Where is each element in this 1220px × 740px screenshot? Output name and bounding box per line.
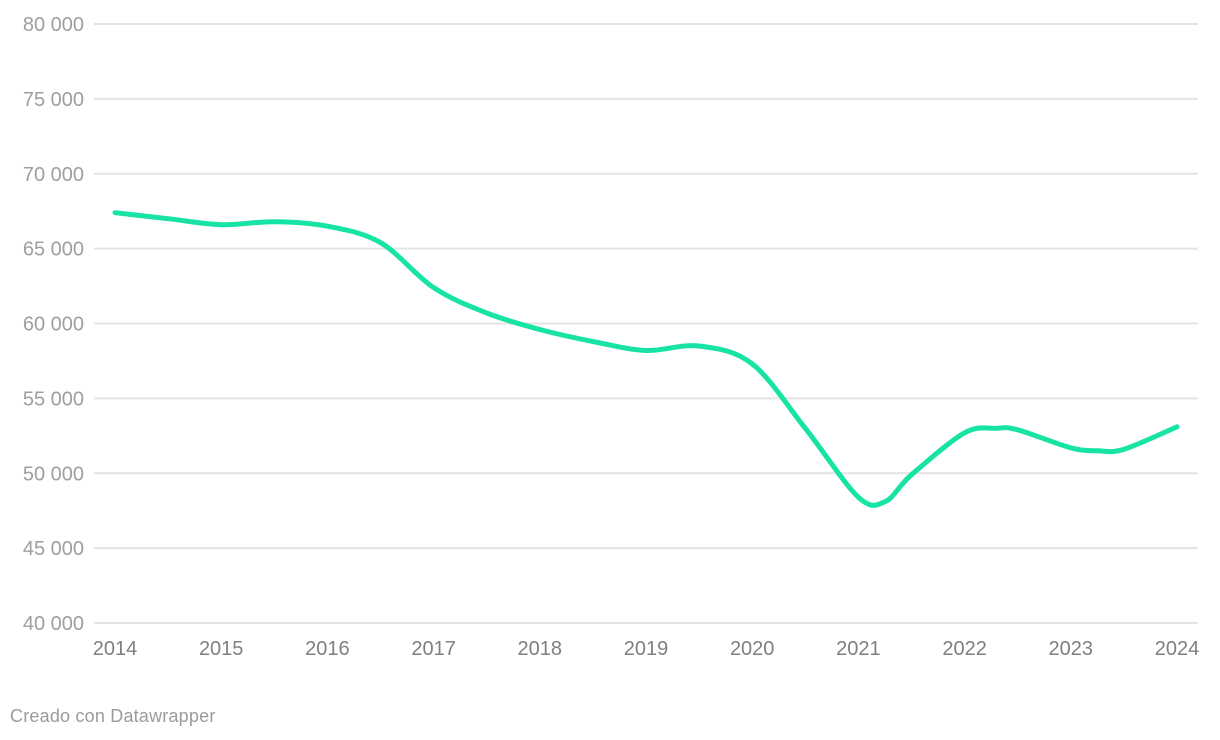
line-chart-canvas: 40 000 45 000 50 000 55 000 60 000 65 000 70 0… <box>23 14 1200 660</box>
x-tick-label: 2016 <box>305 638 350 660</box>
y-tick-label: 55 000 <box>23 388 84 410</box>
y-tick-label: 50 000 <box>23 463 84 485</box>
y-tick-label: 75 000 <box>23 89 84 111</box>
y-tick-label: 40 000 <box>23 613 84 635</box>
y-tick-label: 80 000 <box>23 14 84 36</box>
x-tick-label: 2021 <box>836 638 881 660</box>
x-tick-label: 2014 <box>93 638 138 660</box>
y-tick-label: 45 000 <box>23 538 84 560</box>
x-tick-label: 2024 <box>1155 638 1200 660</box>
data-line <box>112 210 1180 508</box>
y-tick-label: 70 000 <box>23 164 84 186</box>
y-tick-label: 65 000 <box>23 239 84 261</box>
attribution-text: Creado con Datawrapper <box>10 706 216 726</box>
x-tick-label: 2015 <box>199 638 244 660</box>
x-tick-label: 2019 <box>624 638 669 660</box>
x-tick-label: 2017 <box>411 638 456 660</box>
y-tick-label: 60 000 <box>23 314 84 336</box>
x-tick-label: 2023 <box>1049 638 1094 660</box>
x-tick-label: 2018 <box>518 638 563 660</box>
x-tick-label: 2022 <box>942 638 987 660</box>
x-tick-label: 2020 <box>730 638 775 660</box>
